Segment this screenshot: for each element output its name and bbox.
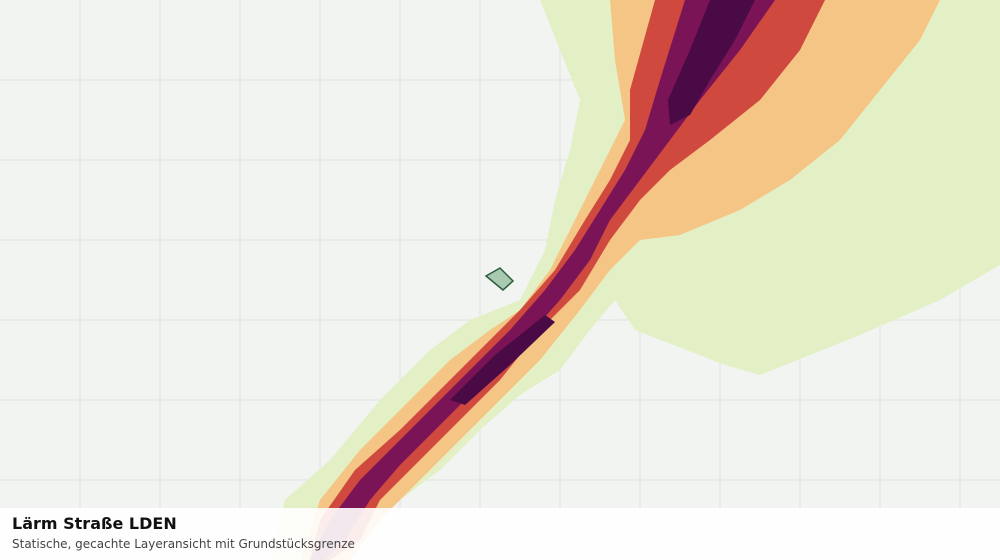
noise-zone-extreme — [450, 0, 755, 405]
layer-subtitle: Statische, gecachte Layeransicht mit Gru… — [12, 537, 355, 551]
noise-zone-very-high — [310, 0, 775, 560]
parcel-boundary[interactable] — [484, 267, 515, 291]
caption: Lärm Straße LDEN Statische, gecachte Lay… — [0, 508, 1000, 560]
layer-title: Lärm Straße LDEN — [12, 514, 177, 533]
